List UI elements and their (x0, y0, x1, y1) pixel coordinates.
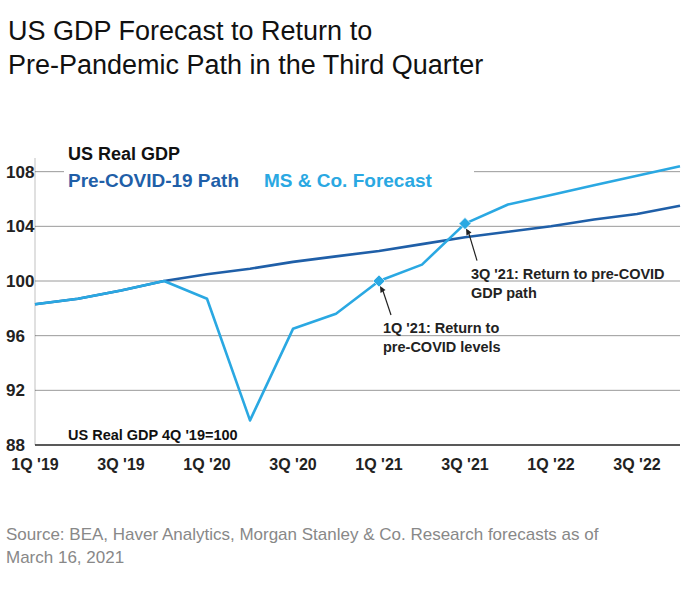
axis-baseline (35, 444, 680, 446)
y-tick-label: 88 (6, 436, 25, 455)
annotation-arrow (468, 231, 477, 261)
series-line (35, 166, 680, 420)
x-tick-label: 3Q '20 (269, 456, 316, 473)
x-tick-label: 3Q '21 (441, 456, 488, 473)
x-tick-label: 3Q '19 (97, 456, 144, 473)
legend-bg (64, 140, 474, 195)
title: Pre-Pandemic Path in the Third Quarter (8, 50, 483, 80)
x-tick-label: 1Q '22 (527, 456, 574, 473)
annotation-text: GDP path (471, 285, 537, 301)
x-tick-label: 1Q '19 (11, 456, 58, 473)
source: Source: BEA, Haver Analytics, Morgan Sta… (6, 525, 599, 544)
legend-title: US Real GDP (68, 144, 180, 164)
source: March 16, 2021 (6, 548, 124, 567)
diamond-marker (459, 218, 471, 230)
plot-area (35, 166, 680, 420)
annotation-text: 3Q '21: Return to pre-COVID (471, 266, 665, 282)
grid-line (35, 226, 680, 227)
grid-line (35, 335, 680, 336)
x-tick-label: 1Q '21 (355, 456, 402, 473)
x-tick-label: 3Q '22 (613, 456, 660, 473)
annotation-arrow (382, 288, 391, 315)
y-axis-line (35, 158, 36, 445)
legend-entry: MS & Co. Forecast (264, 170, 433, 191)
annotation-text: pre-COVID levels (383, 339, 501, 355)
axis-note: US Real GDP 4Q '19=100 (68, 427, 238, 443)
y-tick-label: 92 (6, 381, 25, 400)
title: US GDP Forecast to Return to (8, 16, 372, 46)
y-tick-label: 100 (6, 272, 34, 291)
x-tick-label: 1Q '20 (183, 456, 230, 473)
arrow-head (466, 229, 472, 236)
annotation-text: 1Q '21: Return to (383, 320, 499, 336)
arrow-head (380, 286, 386, 293)
grid-line (35, 390, 680, 391)
y-tick-label: 96 (6, 327, 25, 346)
diamond-marker (373, 275, 385, 287)
y-tick-label: 104 (6, 217, 35, 236)
chart: US GDP Forecast to Return to Pre-Pandemic… (0, 0, 700, 607)
legend-entry: Pre-COVID-19 Path (68, 170, 239, 191)
y-tick-label: 108 (6, 163, 34, 182)
